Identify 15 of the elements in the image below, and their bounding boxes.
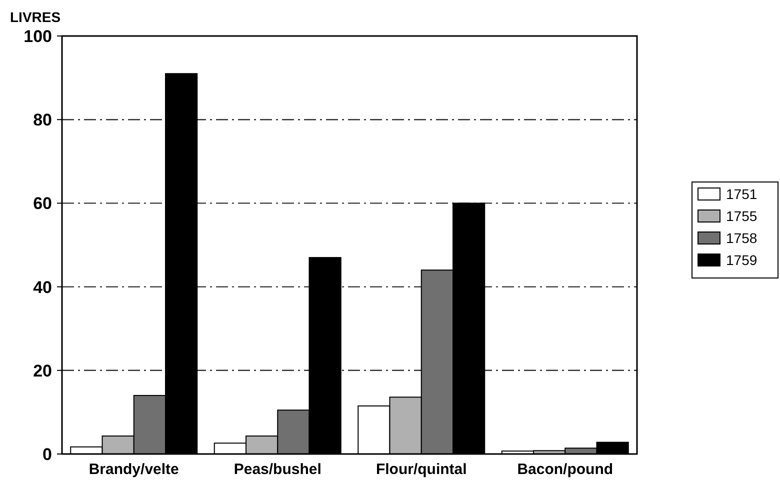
y-tick-label: 20: [33, 361, 52, 380]
y-tick-label: 40: [33, 278, 52, 297]
y-tick-label: 0: [42, 444, 52, 464]
x-tick-label: Flour/quintal: [376, 461, 467, 478]
y-axis-title: LIVRES: [10, 9, 61, 25]
legend-label: 1755: [726, 208, 758, 224]
x-tick-label: Bacon/pound: [517, 461, 614, 478]
legend-label: 1758: [726, 230, 758, 246]
legend-label: 1751: [726, 186, 758, 202]
y-tick-label: 80: [33, 110, 52, 130]
x-tick-label: Peas/bushel: [234, 461, 322, 478]
y-tick-label: 60: [33, 194, 52, 214]
x-tick-label: Brandy/velte: [88, 461, 179, 478]
y-tick-label: 100: [24, 26, 52, 46]
legend-label: 1759: [726, 252, 758, 268]
